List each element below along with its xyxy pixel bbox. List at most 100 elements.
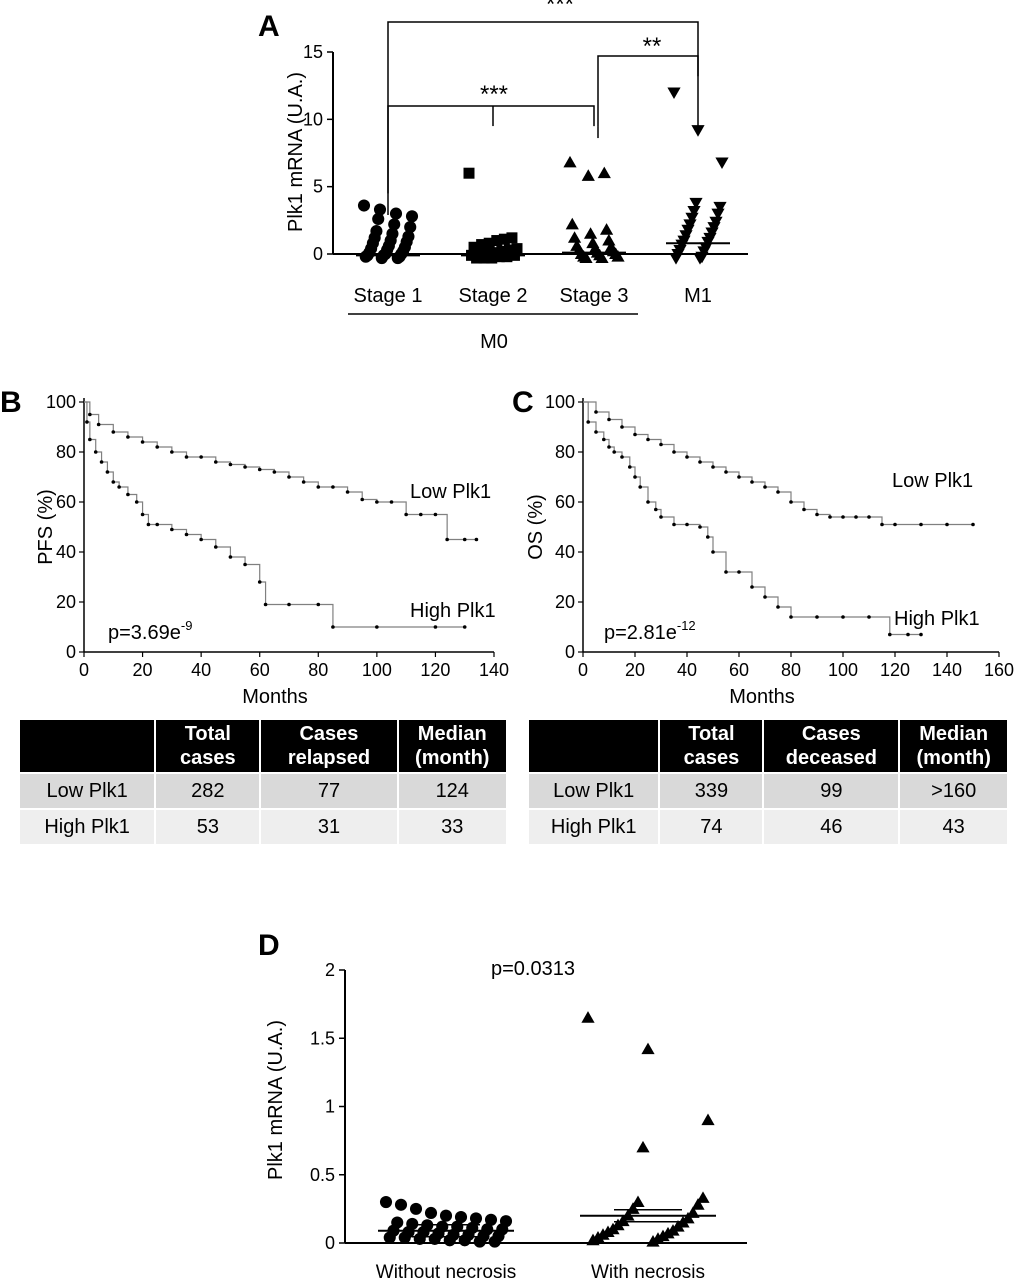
chart-c-censor-mark xyxy=(698,525,702,529)
chart-b-censor-mark xyxy=(199,537,203,542)
chart-c-curve-high xyxy=(583,401,921,636)
chart-c-censor-mark xyxy=(867,515,871,519)
chart-a-ytick-label: 0 xyxy=(313,244,323,264)
table-header-row: Total cases Cases deceased Median (month… xyxy=(529,720,1007,772)
chart-c-censor-mark xyxy=(893,522,897,527)
chart-b-series-label: Low Plk1 xyxy=(410,481,491,503)
chart-a-category-label: Stage 2 xyxy=(459,285,528,307)
chart-c-censor-mark xyxy=(906,632,910,637)
row-label: Low Plk1 xyxy=(20,774,155,808)
chart-d-ytick-label: 1 xyxy=(325,1097,335,1117)
chart-b-censor-mark xyxy=(85,420,89,424)
chart-b-ytick-label: 80 xyxy=(56,442,76,462)
chart-b-censor-mark xyxy=(140,512,145,517)
chart-a-point xyxy=(685,212,699,225)
header-median: Median (month) xyxy=(415,723,490,769)
chart-c-censor-mark xyxy=(789,615,793,619)
chart-b-censor-mark xyxy=(96,422,101,427)
chart-c-censor-mark xyxy=(776,605,780,609)
chart-d-point xyxy=(484,1213,498,1226)
table-cell: 99 xyxy=(764,774,899,808)
chart-d-point xyxy=(701,1113,715,1126)
chart-c-xtick-label: 60 xyxy=(729,660,749,680)
chart-c-censor-mark xyxy=(724,470,728,474)
chart-b-censor-mark xyxy=(287,475,291,479)
chart-d-point xyxy=(409,1202,423,1215)
chart-b-censor-mark xyxy=(316,602,321,607)
chart-b-xtick-label: 120 xyxy=(420,660,450,680)
chart-c-censor-mark xyxy=(685,455,689,459)
chart-a: Plk1 mRNA (U.A.) M0 *** ** *** 0 5 10 15 Sta… xyxy=(285,0,748,353)
chart-a-point xyxy=(579,251,593,263)
table-cell: 53 xyxy=(156,810,260,844)
chart-a-category-label: Stage 1 xyxy=(354,285,423,307)
table-os: Total cases Cases deceased Median (month… xyxy=(527,718,1009,846)
chart-c-censor-mark xyxy=(620,425,624,429)
chart-a-point xyxy=(468,241,480,253)
chart-c-censor-mark xyxy=(776,490,780,494)
chart-c-censor-mark xyxy=(945,522,949,527)
chart-c-censor-mark xyxy=(724,570,728,574)
table-header-cell: Total cases xyxy=(660,720,763,772)
chart-b-xtick-label: 20 xyxy=(133,660,153,680)
sig-label-1: *** xyxy=(546,0,574,18)
chart-d-point xyxy=(394,1198,408,1211)
chart-b-ytick-label: 20 xyxy=(56,592,76,612)
chart-d-point xyxy=(691,1198,705,1210)
chart-b-censor-mark xyxy=(301,480,306,484)
chart-b-pvalue: p=3.69e-9 xyxy=(108,618,192,644)
chart-a-point xyxy=(599,223,614,235)
sig-label-2: ** xyxy=(643,33,662,60)
chart-c-censor-mark xyxy=(594,430,598,434)
chart-b-censor-mark xyxy=(213,460,218,464)
chart-b-censor-mark xyxy=(404,512,408,517)
chart-c-xtick-label: 100 xyxy=(828,660,858,680)
panel-letter-d: D xyxy=(258,929,280,962)
table-header-cell xyxy=(529,720,659,772)
chart-c-censor-mark xyxy=(971,522,975,527)
chart-c-censor-mark xyxy=(685,522,689,527)
chart-b-censor-mark xyxy=(228,462,233,467)
chart-b-censor-mark xyxy=(287,602,291,607)
table-cell: 339 xyxy=(660,774,763,808)
chart-a-point xyxy=(595,251,609,263)
chart-d-point xyxy=(631,1195,645,1207)
chart-d-point xyxy=(428,1232,441,1245)
chart-c-censor-mark xyxy=(750,585,754,589)
chart-a-point xyxy=(506,232,518,244)
panel-letter-b: B xyxy=(0,386,22,419)
chart-b-censor-mark xyxy=(360,497,365,502)
chart-b-xtick-label: 100 xyxy=(362,660,392,680)
chart-c-censor-mark xyxy=(659,515,663,519)
sig-bracket-3 xyxy=(387,105,595,194)
chart-b-censor-mark xyxy=(88,437,92,442)
chart-b-censor-mark xyxy=(418,512,423,517)
chart-a-point xyxy=(391,251,404,265)
chart-d-ytick-label: 2 xyxy=(325,960,335,980)
chart-b-censor-mark xyxy=(263,602,268,607)
chart-d-point xyxy=(454,1211,468,1224)
chart-c-censor-mark xyxy=(607,417,611,422)
table-cell: 124 xyxy=(398,774,506,808)
chart-b-censor-mark xyxy=(433,625,438,629)
chart-c-ytick-label: 0 xyxy=(565,642,575,662)
chart-b-censor-mark xyxy=(105,470,110,474)
chart-c-censor-mark xyxy=(815,615,819,619)
table-cell: 43 xyxy=(900,810,1007,844)
chart-a-point xyxy=(388,218,401,231)
chart-c-xtick-label: 140 xyxy=(932,660,962,680)
chart-a-point xyxy=(715,157,729,170)
chart-c-censor-mark xyxy=(815,512,819,517)
chart-b-xtick-label: 140 xyxy=(479,660,509,680)
chart-c-censor-mark xyxy=(828,515,832,519)
chart-c-ylabel: OS (%) xyxy=(525,494,547,560)
chart-c-censor-mark xyxy=(620,455,624,459)
chart-a-point xyxy=(563,155,577,168)
chart-b-censor-mark xyxy=(389,500,394,504)
chart-a-point xyxy=(511,243,523,255)
chart-a-point xyxy=(567,231,582,243)
table-header-cell xyxy=(20,720,155,772)
row-label: High Plk1 xyxy=(529,810,659,844)
chart-c-censor-mark xyxy=(602,437,606,442)
chart-d-ytick-label: 1.5 xyxy=(310,1028,335,1048)
